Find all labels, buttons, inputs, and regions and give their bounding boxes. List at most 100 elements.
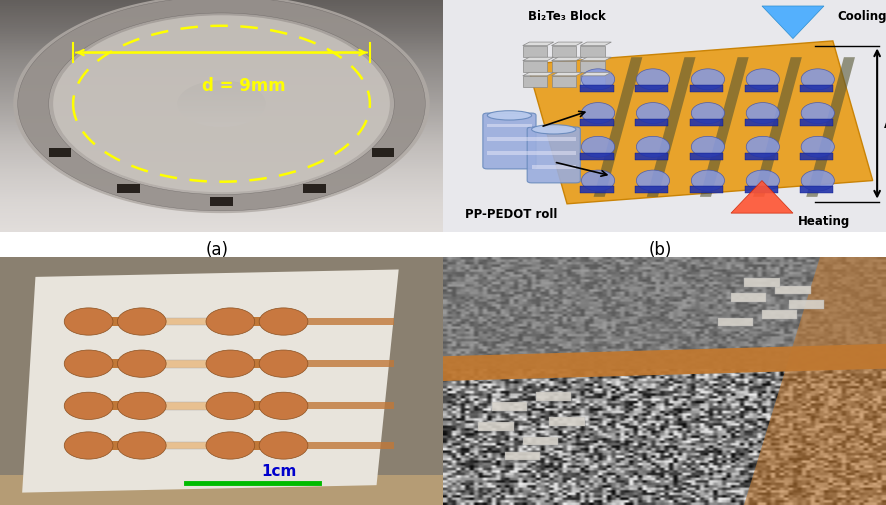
FancyBboxPatch shape	[230, 401, 284, 411]
Circle shape	[117, 432, 166, 459]
FancyBboxPatch shape	[762, 311, 797, 319]
FancyBboxPatch shape	[306, 361, 394, 368]
Ellipse shape	[746, 171, 780, 191]
FancyBboxPatch shape	[580, 62, 604, 73]
Polygon shape	[527, 42, 873, 205]
FancyBboxPatch shape	[789, 301, 824, 310]
FancyBboxPatch shape	[142, 402, 230, 410]
Ellipse shape	[691, 104, 725, 124]
FancyBboxPatch shape	[527, 128, 580, 183]
Ellipse shape	[746, 104, 780, 124]
FancyBboxPatch shape	[549, 417, 585, 426]
PathPatch shape	[13, 0, 430, 214]
FancyBboxPatch shape	[89, 360, 142, 369]
Ellipse shape	[581, 104, 615, 124]
FancyBboxPatch shape	[523, 437, 558, 445]
Ellipse shape	[636, 70, 670, 90]
Polygon shape	[523, 58, 554, 62]
Text: (a): (a)	[206, 241, 229, 259]
FancyBboxPatch shape	[745, 120, 778, 127]
FancyBboxPatch shape	[580, 187, 613, 194]
FancyBboxPatch shape	[580, 77, 604, 88]
Circle shape	[65, 432, 113, 459]
FancyBboxPatch shape	[142, 318, 230, 326]
Ellipse shape	[691, 171, 725, 191]
Polygon shape	[647, 58, 696, 197]
FancyBboxPatch shape	[580, 86, 613, 93]
FancyBboxPatch shape	[306, 319, 394, 325]
FancyBboxPatch shape	[690, 86, 723, 93]
Circle shape	[65, 392, 113, 420]
Text: ΔT: ΔT	[884, 116, 886, 131]
FancyBboxPatch shape	[523, 77, 547, 88]
Circle shape	[117, 350, 166, 378]
FancyBboxPatch shape	[690, 187, 723, 194]
Circle shape	[206, 308, 255, 335]
FancyBboxPatch shape	[635, 187, 668, 194]
Text: PP-PEDOT roll: PP-PEDOT roll	[465, 207, 557, 220]
Ellipse shape	[801, 104, 835, 124]
Polygon shape	[731, 181, 793, 214]
Ellipse shape	[581, 171, 615, 191]
Circle shape	[259, 308, 308, 335]
FancyBboxPatch shape	[745, 86, 778, 93]
FancyBboxPatch shape	[800, 154, 833, 160]
FancyBboxPatch shape	[745, 187, 778, 194]
Polygon shape	[523, 73, 554, 77]
FancyBboxPatch shape	[523, 62, 547, 73]
Polygon shape	[551, 58, 582, 62]
Ellipse shape	[801, 137, 835, 158]
FancyBboxPatch shape	[483, 114, 536, 170]
FancyBboxPatch shape	[532, 138, 576, 142]
FancyBboxPatch shape	[775, 286, 811, 294]
FancyBboxPatch shape	[731, 293, 766, 302]
Ellipse shape	[636, 137, 670, 158]
Text: Bi₂Te₃ Block: Bi₂Te₃ Block	[528, 10, 606, 23]
FancyBboxPatch shape	[536, 392, 571, 401]
Text: Cooling: Cooling	[837, 10, 886, 23]
Polygon shape	[580, 58, 611, 62]
Ellipse shape	[691, 137, 725, 158]
Text: 1cm: 1cm	[261, 463, 297, 478]
Circle shape	[259, 392, 308, 420]
FancyBboxPatch shape	[635, 120, 668, 127]
FancyBboxPatch shape	[230, 360, 284, 369]
Ellipse shape	[636, 104, 670, 124]
FancyBboxPatch shape	[744, 279, 780, 287]
Circle shape	[65, 308, 113, 335]
Polygon shape	[580, 43, 611, 46]
FancyBboxPatch shape	[800, 86, 833, 93]
FancyBboxPatch shape	[117, 185, 139, 193]
Text: d = 9mm: d = 9mm	[202, 77, 285, 95]
Ellipse shape	[801, 171, 835, 191]
Ellipse shape	[581, 70, 615, 90]
FancyBboxPatch shape	[210, 198, 232, 206]
Circle shape	[259, 432, 308, 459]
Circle shape	[206, 432, 255, 459]
FancyBboxPatch shape	[303, 185, 326, 193]
Polygon shape	[22, 270, 399, 493]
Polygon shape	[744, 258, 886, 505]
FancyBboxPatch shape	[532, 152, 576, 156]
FancyBboxPatch shape	[89, 401, 142, 411]
FancyBboxPatch shape	[492, 402, 527, 411]
FancyBboxPatch shape	[89, 318, 142, 326]
Polygon shape	[806, 58, 855, 197]
FancyBboxPatch shape	[551, 62, 576, 73]
FancyBboxPatch shape	[800, 187, 833, 194]
FancyBboxPatch shape	[443, 258, 886, 369]
Ellipse shape	[581, 137, 615, 158]
Circle shape	[259, 350, 308, 378]
FancyBboxPatch shape	[142, 442, 230, 449]
Polygon shape	[762, 7, 824, 39]
Text: Heating: Heating	[797, 214, 850, 227]
Polygon shape	[580, 73, 611, 77]
FancyBboxPatch shape	[487, 138, 532, 142]
FancyBboxPatch shape	[690, 120, 723, 127]
Circle shape	[53, 16, 390, 193]
FancyBboxPatch shape	[580, 154, 613, 160]
Ellipse shape	[801, 70, 835, 90]
FancyBboxPatch shape	[635, 86, 668, 93]
FancyBboxPatch shape	[306, 402, 394, 410]
FancyBboxPatch shape	[551, 77, 576, 88]
